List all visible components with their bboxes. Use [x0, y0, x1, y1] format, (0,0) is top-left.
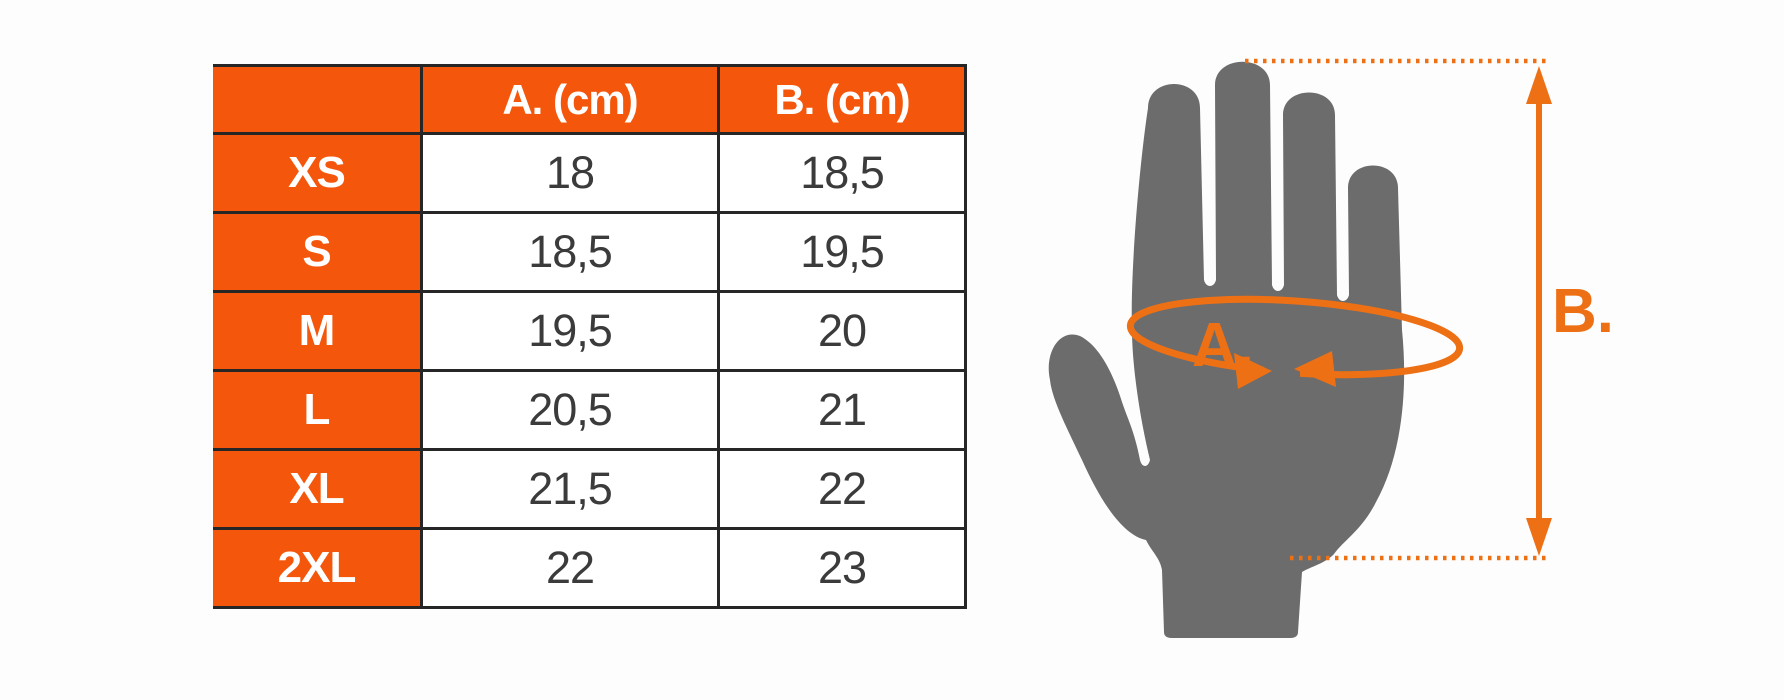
value-a-cell: 18 — [420, 132, 720, 214]
value-b-cell: 18,5 — [717, 132, 967, 214]
size-label-cell: L — [213, 369, 423, 451]
value-b-cell: 19,5 — [717, 211, 967, 293]
table-header-row: A. (cm) B. (cm) — [213, 64, 967, 135]
size-label-cell: S — [213, 211, 423, 293]
length-arrowhead-down-icon — [1526, 518, 1552, 556]
label-b: B. — [1552, 277, 1614, 346]
hand-silhouette — [1048, 61, 1405, 638]
size-label-cell: XS — [213, 132, 423, 214]
table-row: 2XL 22 23 — [213, 527, 967, 609]
table-row: M 19,5 20 — [213, 290, 967, 372]
ellipse-gap-patch — [1264, 352, 1300, 388]
ellipse-arrowhead-right-icon — [1234, 353, 1272, 389]
value-a-cell: 20,5 — [420, 369, 720, 451]
table-row: XL 21,5 22 — [213, 448, 967, 530]
ellipse-arrowhead-left-icon — [1294, 351, 1336, 387]
table-row: XS 18 18,5 — [213, 132, 967, 214]
value-b-cell: 22 — [717, 448, 967, 530]
label-a: A. — [1192, 311, 1254, 380]
corner-cell — [213, 64, 423, 135]
length-arrowhead-up-icon — [1526, 66, 1552, 104]
value-a-cell: 21,5 — [420, 448, 720, 530]
size-label-cell: M — [213, 290, 423, 372]
table-row: L 20,5 21 — [213, 369, 967, 451]
size-label-cell: 2XL — [213, 527, 423, 609]
value-b-cell: 21 — [717, 369, 967, 451]
hand-measurement-diagram: A. B. — [1048, 58, 1614, 638]
value-a-cell: 22 — [420, 527, 720, 609]
glove-size-table: A. (cm) B. (cm) XS 18 18,5 S 18,5 19,5 M… — [213, 64, 967, 609]
column-header-a: A. (cm) — [420, 64, 720, 135]
value-a-cell: 18,5 — [420, 211, 720, 293]
value-b-cell: 23 — [717, 527, 967, 609]
size-label-cell: XL — [213, 448, 423, 530]
value-b-cell: 20 — [717, 290, 967, 372]
table-row: S 18,5 19,5 — [213, 211, 967, 293]
value-a-cell: 19,5 — [420, 290, 720, 372]
column-header-b: B. (cm) — [717, 64, 967, 135]
